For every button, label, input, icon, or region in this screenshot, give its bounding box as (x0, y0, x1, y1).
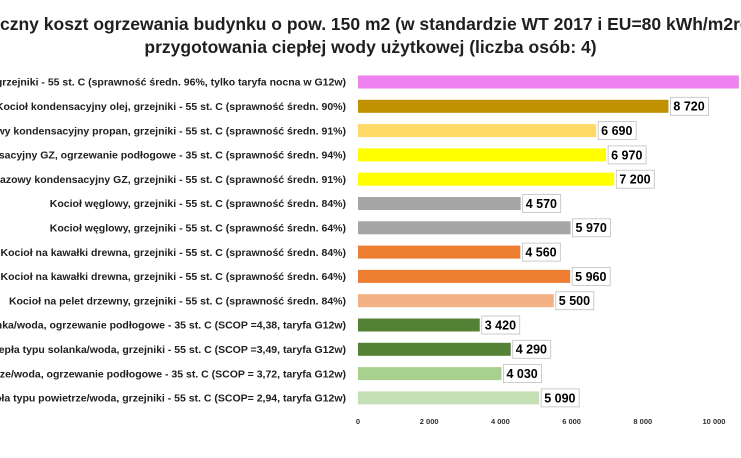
bar-7 (358, 245, 521, 259)
bars-group (358, 75, 739, 405)
bar-2 (358, 124, 597, 138)
x-tick-label-2: 4 000 (491, 417, 510, 426)
x-tick-label-3: 6 000 (562, 417, 581, 426)
data-label-12: 4 030 (506, 367, 537, 381)
category-label-13: pła typu powietrze/woda, grzejniki - 55 … (0, 393, 346, 405)
x-tick-label-1: 2 000 (420, 417, 439, 426)
x-tick-label-0: 0 (356, 417, 360, 426)
category-label-2: owy kondensacyjny propan, grzejniki - 55… (0, 125, 346, 137)
bar-10 (358, 318, 480, 332)
data-label-11: 4 290 (516, 343, 547, 357)
data-label-box-1 (670, 96, 709, 116)
data-label-13: 5 090 (544, 391, 575, 405)
data-label-box-9 (555, 291, 595, 311)
data-label-10: 3 420 (485, 318, 516, 332)
category-label-8: Kocioł na kawałki drewna, grzejniki - 55… (1, 271, 346, 283)
category-labels-group: grzejniki - 55 st. C (sprawność średn. 9… (0, 77, 346, 405)
data-label-7: 4 560 (525, 246, 556, 260)
data-label-8: 5 960 (575, 270, 606, 284)
data-label-5: 4 570 (526, 197, 557, 211)
data-label-box-5 (522, 194, 562, 213)
data-label-box-10 (481, 315, 521, 335)
category-label-12: trze/woda, ogrzewanie podłogowe - 35 st.… (0, 368, 346, 380)
bar-12 (358, 367, 502, 381)
data-label-box-13 (540, 388, 580, 408)
bar-3 (358, 148, 607, 162)
data-label-box-8 (571, 266, 611, 286)
chart-title-line-2: przygotowania ciepłej wody użytkowej (li… (144, 37, 597, 57)
category-label-10: lanka/woda, ogrzewanie podłogowe - 35 st… (0, 320, 346, 332)
bar-5 (358, 197, 521, 210)
bar-0 (358, 75, 739, 89)
category-label-4: gazowy kondensacyjny GZ, grzejniki - 55 … (0, 174, 346, 186)
category-label-6: Kocioł węglowy, grzejniki - 55 st. C (sp… (50, 223, 346, 235)
data-label-box-2 (597, 121, 637, 140)
data-label-box-7 (521, 242, 561, 262)
category-label-11: epła typu solanka/woda, grzejniki - 55 s… (0, 344, 346, 356)
bar-8 (358, 269, 571, 283)
data-label-box-6 (572, 218, 611, 238)
x-tick-label-4: 8 000 (633, 417, 652, 426)
data-labels-group: 8 720 6 690 6 970 7 200 4 570 5 970 4 560 5 960… (481, 96, 709, 408)
bar-13 (358, 391, 540, 405)
category-label-1: Kocioł kondensacyjny olej, grzejniki - 5… (0, 101, 346, 113)
data-label-4: 7 200 (619, 173, 650, 187)
x-tick-label-5: 10 000 (703, 417, 726, 426)
data-label-box-3 (607, 145, 647, 165)
bar-6 (358, 221, 571, 235)
bar-11 (358, 342, 511, 356)
data-label-box-12 (503, 364, 542, 384)
data-label-6: 5 970 (576, 221, 607, 235)
bar-1 (358, 99, 669, 113)
category-label-0: grzejniki - 55 st. C (sprawność średn. 9… (0, 77, 346, 89)
data-label-box-11 (512, 339, 552, 359)
data-label-9: 5 500 (559, 294, 590, 308)
bar-9 (358, 294, 554, 308)
x-axis-ticks-group: 0 2 000 4 000 6 000 8 000 10 000 (356, 417, 726, 426)
data-label-3: 6 970 (611, 148, 642, 162)
category-label-3: nsacyjny GZ, ogrzewanie podłogowe - 35 s… (0, 150, 346, 162)
chart-title-line-1: czny koszt ogrzewania budynku o pow. 150… (0, 14, 741, 34)
data-label-box-4 (615, 169, 655, 189)
category-label-7: Kocioł na kawałki drewna, grzejniki - 55… (1, 247, 346, 259)
data-label-2: 6 690 (601, 124, 632, 138)
bar-4 (358, 172, 615, 186)
category-label-5: Kocioł węglowy, grzejniki - 55 st. C (sp… (50, 198, 346, 210)
category-label-9: Kocioł na pelet drzewny, grzejniki - 55 … (9, 295, 346, 307)
data-label-1: 8 720 (673, 100, 704, 114)
